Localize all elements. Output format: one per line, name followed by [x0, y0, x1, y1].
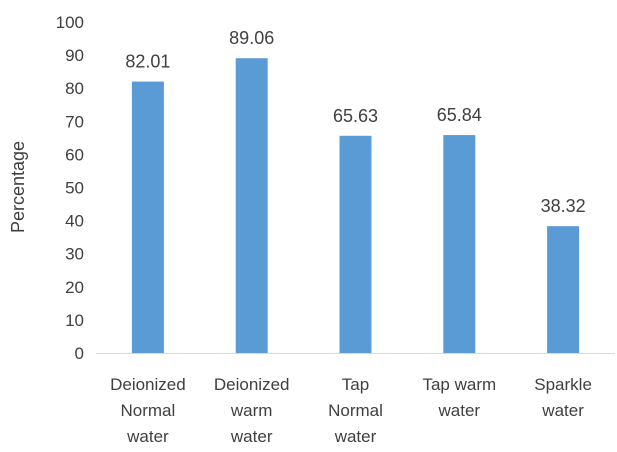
- bar-value-label: 38.32: [541, 196, 586, 216]
- y-tick-label: 10: [65, 311, 84, 330]
- x-category-label-line: water: [438, 401, 481, 420]
- bar: [131, 81, 164, 353]
- bar-value-label: 65.63: [333, 106, 378, 126]
- y-tick-label: 70: [65, 112, 84, 131]
- x-category-label-line: Normal: [328, 401, 383, 420]
- x-category-label-line: water: [126, 427, 169, 446]
- y-tick-label: 80: [65, 79, 84, 98]
- y-tick-label: 100: [56, 13, 84, 32]
- bar-value-label: 89.06: [229, 28, 274, 48]
- x-category-label-line: Normal: [121, 401, 176, 420]
- bar-value-label: 65.84: [437, 105, 482, 125]
- x-category-label-line: Deionized: [214, 375, 290, 394]
- bar: [339, 135, 372, 353]
- bar: [547, 226, 580, 353]
- y-tick-label: 30: [65, 245, 84, 264]
- x-category-label-line: warm: [230, 401, 273, 420]
- y-tick-label: 20: [65, 278, 84, 297]
- x-category-label-line: Sparkle: [534, 375, 592, 394]
- x-category-label-line: water: [334, 427, 377, 446]
- x-category-label-line: water: [230, 427, 273, 446]
- bars: [131, 58, 580, 354]
- x-category-label-line: Tap: [342, 375, 369, 394]
- y-tick-label: 40: [65, 212, 84, 231]
- y-tick-label: 50: [65, 179, 84, 198]
- y-tick-label: 60: [65, 145, 84, 164]
- x-category-label-line: water: [541, 401, 584, 420]
- bar: [235, 58, 268, 354]
- x-axis-category-labels: Deionized Normal water Deionized warm water Ta…: [110, 375, 592, 446]
- y-tick-label: 0: [75, 344, 84, 363]
- data-labels: 82.01 89.06 65.63 65.84 38.32: [125, 28, 585, 216]
- bar: [443, 135, 476, 353]
- y-tick-label: 90: [65, 46, 84, 65]
- y-axis-ticks: 0 10 20 30 40 50 60 70 80 90 100: [56, 13, 84, 363]
- x-category-label-line: Deionized: [110, 375, 186, 394]
- y-axis-title: Percentage: [8, 141, 28, 233]
- bar-value-label: 82.01: [125, 52, 170, 72]
- x-category-label-line: Tap warm: [422, 375, 496, 394]
